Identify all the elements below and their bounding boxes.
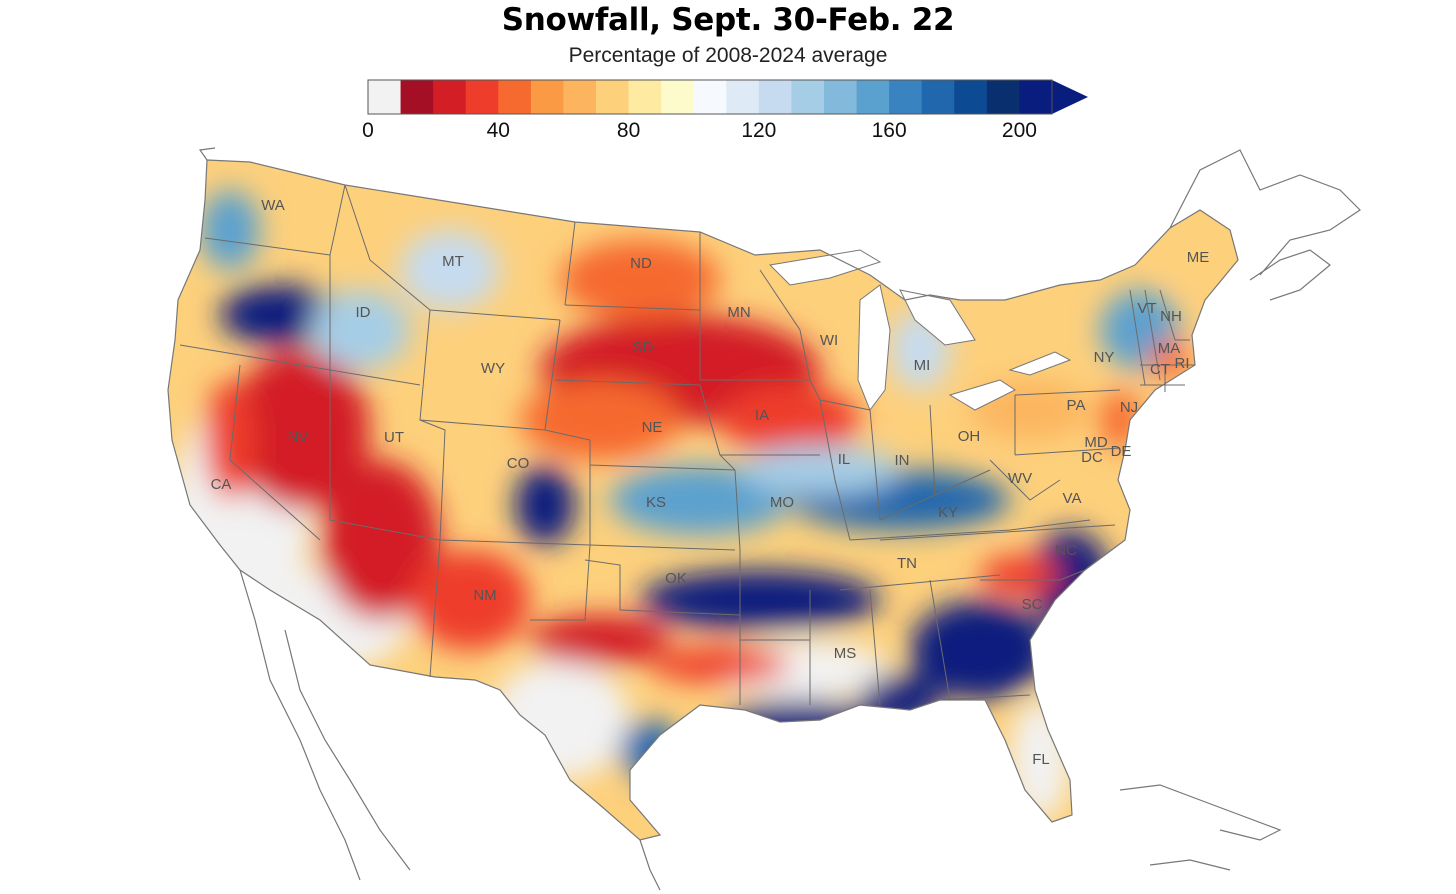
legend-swatch bbox=[530, 80, 564, 114]
state-label-tn: TN bbox=[897, 555, 917, 572]
state-labels: WA MT ND ID MN ME SD WI MI VT NH WY NY MA CT RI NV UT PA NE… bbox=[211, 197, 1210, 768]
state-label-ms: MS bbox=[834, 645, 857, 662]
state-label-me: ME bbox=[1187, 249, 1210, 266]
legend-swatch bbox=[596, 80, 630, 114]
legend-swatch bbox=[368, 80, 402, 114]
state-label-vt: VT bbox=[1137, 300, 1156, 317]
legend-swatch bbox=[791, 80, 825, 114]
state-label-ma: MA bbox=[1158, 340, 1181, 357]
state-label-fl: FL bbox=[1032, 751, 1050, 768]
legend-tick-label: 80 bbox=[617, 119, 640, 142]
coastlines bbox=[167, 147, 1361, 891]
great-lakes bbox=[768, 249, 1072, 412]
legend-swatch bbox=[628, 80, 662, 114]
state-label-mt: MT bbox=[442, 253, 464, 270]
state-label-pa: PA bbox=[1067, 397, 1086, 414]
legend-swatch bbox=[889, 80, 923, 114]
legend-swatch bbox=[954, 80, 988, 114]
legend-swatch bbox=[726, 80, 760, 114]
legend-swatch bbox=[824, 80, 858, 114]
map-title: Snowfall, Sept. 30-Feb. 22 bbox=[501, 2, 955, 38]
state-label-id: ID bbox=[356, 304, 371, 321]
state-label-ri: RI bbox=[1175, 355, 1190, 372]
legend-tick-label: 0 bbox=[362, 119, 374, 142]
legend-swatch bbox=[986, 80, 1020, 114]
legend-arrow bbox=[1052, 80, 1088, 114]
legend-tick-label: 40 bbox=[487, 119, 510, 142]
legend-swatch bbox=[661, 80, 695, 114]
state-label-mi: MI bbox=[914, 357, 931, 374]
legend-swatch bbox=[498, 80, 532, 114]
state-label-sc: SC bbox=[1022, 596, 1043, 613]
state-label-ok: OK bbox=[665, 570, 687, 587]
legend-swatch bbox=[693, 80, 727, 114]
legend-tick-label: 200 bbox=[1002, 119, 1037, 142]
state-label-il: IL bbox=[838, 451, 851, 468]
legend-swatch bbox=[856, 80, 890, 114]
state-label-co: CO bbox=[507, 455, 530, 472]
legend-tick-label: 160 bbox=[872, 119, 907, 142]
state-label-mo: MO bbox=[770, 494, 794, 511]
legend-swatches bbox=[368, 80, 1053, 114]
legend-ticks: 0 40 80 120 160 200 bbox=[362, 119, 1037, 142]
state-borders bbox=[179, 184, 1195, 706]
state-label-ks: KS bbox=[646, 494, 666, 511]
state-label-nd: ND bbox=[630, 255, 652, 272]
legend-swatch bbox=[758, 80, 792, 114]
legend-swatch bbox=[433, 80, 467, 114]
state-label-mn: MN bbox=[727, 304, 750, 321]
state-label-wv: WV bbox=[1008, 470, 1032, 487]
state-label-nh: NH bbox=[1160, 308, 1182, 325]
state-label-wi: WI bbox=[820, 332, 838, 349]
state-label-ny: NY bbox=[1094, 349, 1115, 366]
state-label-de: DE bbox=[1111, 443, 1132, 460]
legend-outline bbox=[367, 79, 1053, 115]
state-label-wa: WA bbox=[261, 197, 285, 214]
state-label-nm: NM bbox=[473, 587, 496, 604]
legend-swatch bbox=[400, 80, 434, 114]
state-label-va: VA bbox=[1063, 490, 1082, 507]
legend-swatch bbox=[465, 80, 499, 114]
legend-swatch bbox=[1019, 80, 1053, 114]
map-subtitle: Percentage of 2008-2024 average bbox=[568, 44, 888, 67]
state-label-ca: CA bbox=[211, 476, 232, 493]
legend-tick-label: 120 bbox=[741, 119, 776, 142]
state-label-ky: KY bbox=[938, 504, 958, 521]
state-label-ct: CT bbox=[1150, 361, 1170, 378]
state-label-ut: UT bbox=[384, 429, 404, 446]
state-label-wy: WY bbox=[481, 360, 505, 377]
state-label-nj: NJ bbox=[1120, 399, 1138, 416]
state-label-sd: SD bbox=[633, 339, 654, 356]
state-label-md: MD bbox=[1084, 434, 1107, 451]
legend-swatch bbox=[921, 80, 955, 114]
state-label-dc: DC bbox=[1081, 449, 1103, 466]
state-label-ne: NE bbox=[642, 419, 663, 436]
state-label-in: IN bbox=[895, 452, 910, 469]
color-legend: 0 40 80 120 160 200 bbox=[362, 79, 1088, 142]
legend-swatch bbox=[563, 80, 597, 114]
state-label-ia: IA bbox=[755, 407, 769, 424]
state-label-nv: NV bbox=[288, 429, 309, 446]
state-label-nc: NC bbox=[1055, 542, 1077, 559]
state-label-oh: OH bbox=[958, 428, 981, 445]
